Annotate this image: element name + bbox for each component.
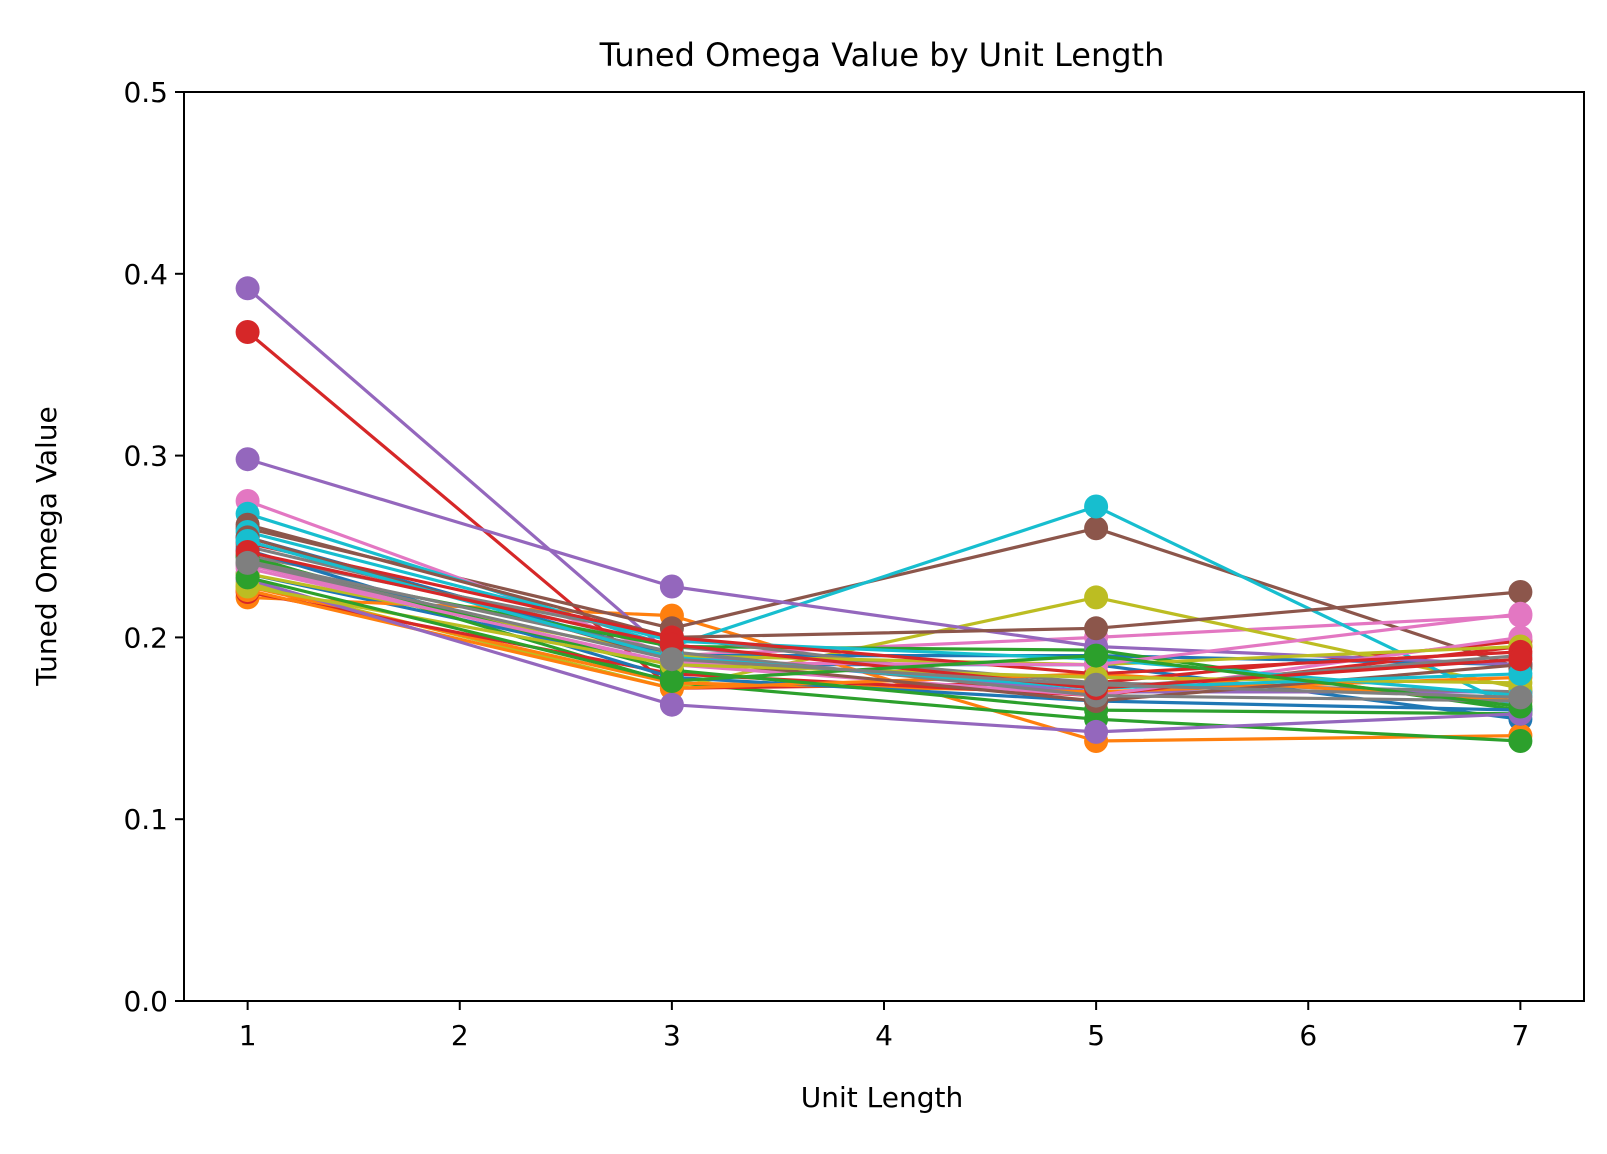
series-line (247, 530, 1521, 698)
data-point (1508, 729, 1533, 753)
chart-title: Tuned Omega Value by Unit Length (599, 36, 1165, 74)
y-tick-label: 0.0 (123, 985, 168, 1018)
x-axis: 1 2 3 4 5 6 7 (239, 1001, 1529, 1052)
series-line (247, 584, 1521, 694)
x-tick-label: 4 (875, 1019, 893, 1052)
y-tick-label: 0.4 (123, 258, 168, 291)
x-tick-label: 6 (1299, 1019, 1317, 1052)
data-point (1084, 494, 1109, 519)
series-line (247, 523, 1521, 640)
series-33 (235, 550, 1533, 710)
y-tick-label: 0.1 (123, 803, 168, 836)
y-axis-label: Tuned Omega Value (30, 406, 63, 687)
data-point (1508, 647, 1533, 672)
series-line (247, 561, 1521, 699)
data-point (1084, 672, 1109, 697)
y-axis: 0.0 0.1 0.2 0.3 0.4 0.5 (123, 76, 184, 1018)
data-point (659, 574, 684, 599)
series-line (247, 577, 1521, 734)
x-tick-label: 5 (1087, 1019, 1105, 1052)
data-point (1508, 685, 1533, 710)
x-tick-label: 3 (663, 1019, 681, 1052)
series-25 (235, 567, 1533, 744)
series-line (247, 575, 1521, 709)
data-point (1084, 719, 1109, 744)
y-tick-label: 0.3 (123, 440, 168, 473)
series-layer (235, 276, 1533, 753)
data-point (1508, 580, 1533, 604)
x-tick-label: 7 (1511, 1019, 1529, 1052)
x-axis-label: Unit Length (801, 1081, 963, 1114)
data-point (1508, 601, 1533, 626)
data-point (235, 447, 260, 472)
data-point (659, 669, 684, 693)
data-point (1084, 585, 1109, 610)
series-line (247, 566, 1521, 667)
series-line (247, 499, 1521, 658)
data-point (659, 647, 684, 672)
data-point (659, 692, 684, 717)
series-line (247, 550, 1521, 690)
data-point (235, 276, 260, 301)
series-line (247, 555, 1521, 716)
data-point (235, 320, 260, 344)
data-point (1084, 616, 1109, 641)
data-point (235, 550, 260, 575)
x-tick-label: 2 (451, 1019, 469, 1052)
series-line (247, 541, 1521, 676)
y-tick-label: 0.5 (123, 76, 168, 109)
x-tick-label: 1 (239, 1019, 257, 1052)
data-point (1084, 643, 1109, 668)
data-point (1084, 516, 1109, 541)
y-tick-label: 0.2 (123, 621, 168, 654)
series-line (247, 554, 1521, 743)
